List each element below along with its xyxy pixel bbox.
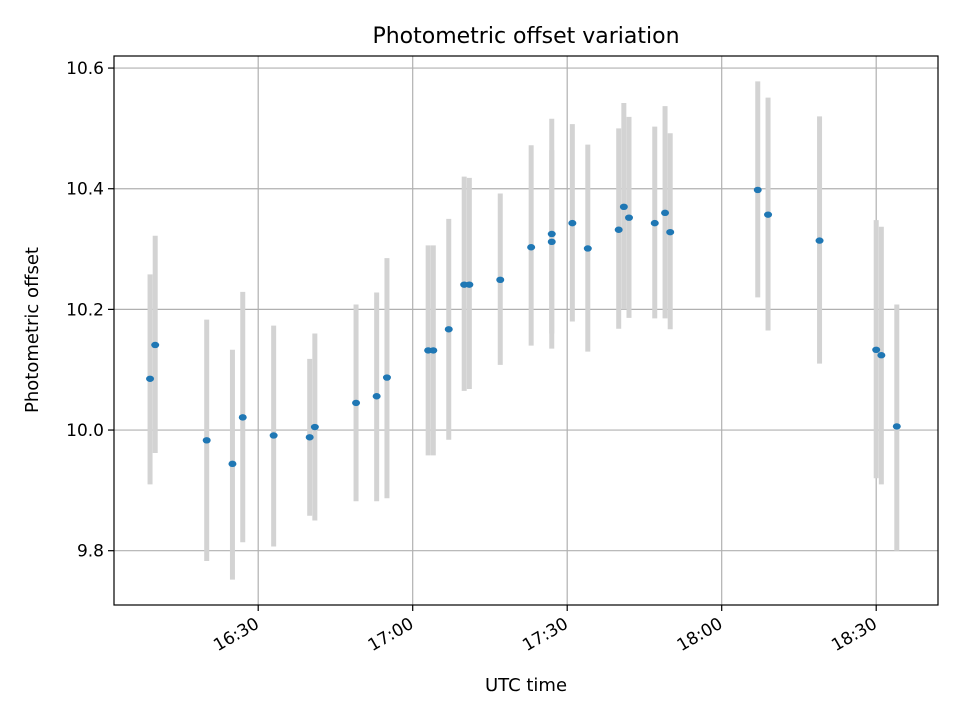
- data-point: [619, 203, 628, 211]
- data-point: [372, 393, 381, 400]
- y-tick-label: 10.4: [66, 180, 104, 200]
- data-point: [527, 244, 536, 251]
- data-point: [892, 423, 901, 430]
- data-point: [151, 341, 160, 349]
- data-point: [568, 219, 577, 227]
- data-point: [202, 437, 211, 444]
- data-point: [429, 347, 438, 354]
- data-point: [310, 423, 319, 431]
- data-point: [661, 209, 670, 217]
- data-point: [305, 434, 314, 441]
- x-axis-label: UTC time: [485, 675, 567, 696]
- data-point: [666, 228, 675, 236]
- data-point: [583, 245, 592, 252]
- data-point: [444, 326, 453, 333]
- data-point: [228, 460, 237, 468]
- y-tick-label: 10.6: [66, 59, 104, 79]
- data-point: [764, 211, 773, 218]
- chart-title: Photometric offset variation: [372, 24, 679, 49]
- data-point: [625, 214, 633, 221]
- data-point: [872, 346, 881, 354]
- y-tick-label: 9.8: [77, 542, 104, 562]
- data-point: [614, 226, 623, 233]
- data-point: [815, 237, 824, 244]
- data-point: [465, 281, 474, 288]
- data-point: [352, 399, 361, 407]
- data-point: [496, 276, 505, 284]
- data-point: [547, 238, 556, 246]
- data-point: [146, 375, 155, 382]
- grid: [114, 56, 938, 605]
- data-point: [382, 374, 391, 381]
- data-point: [650, 219, 659, 227]
- data-point: [877, 352, 886, 359]
- y-axis-label: Photometric offset: [22, 247, 43, 413]
- data-point: [269, 432, 278, 439]
- data-point: [753, 186, 762, 194]
- data-point: [238, 414, 247, 421]
- data-point: [547, 230, 556, 238]
- data-points: [146, 186, 901, 468]
- y-tick-label: 10.0: [66, 421, 104, 441]
- plot-frame: [113, 55, 939, 606]
- plot-area: [114, 56, 938, 605]
- y-tick-label: 10.2: [66, 300, 104, 320]
